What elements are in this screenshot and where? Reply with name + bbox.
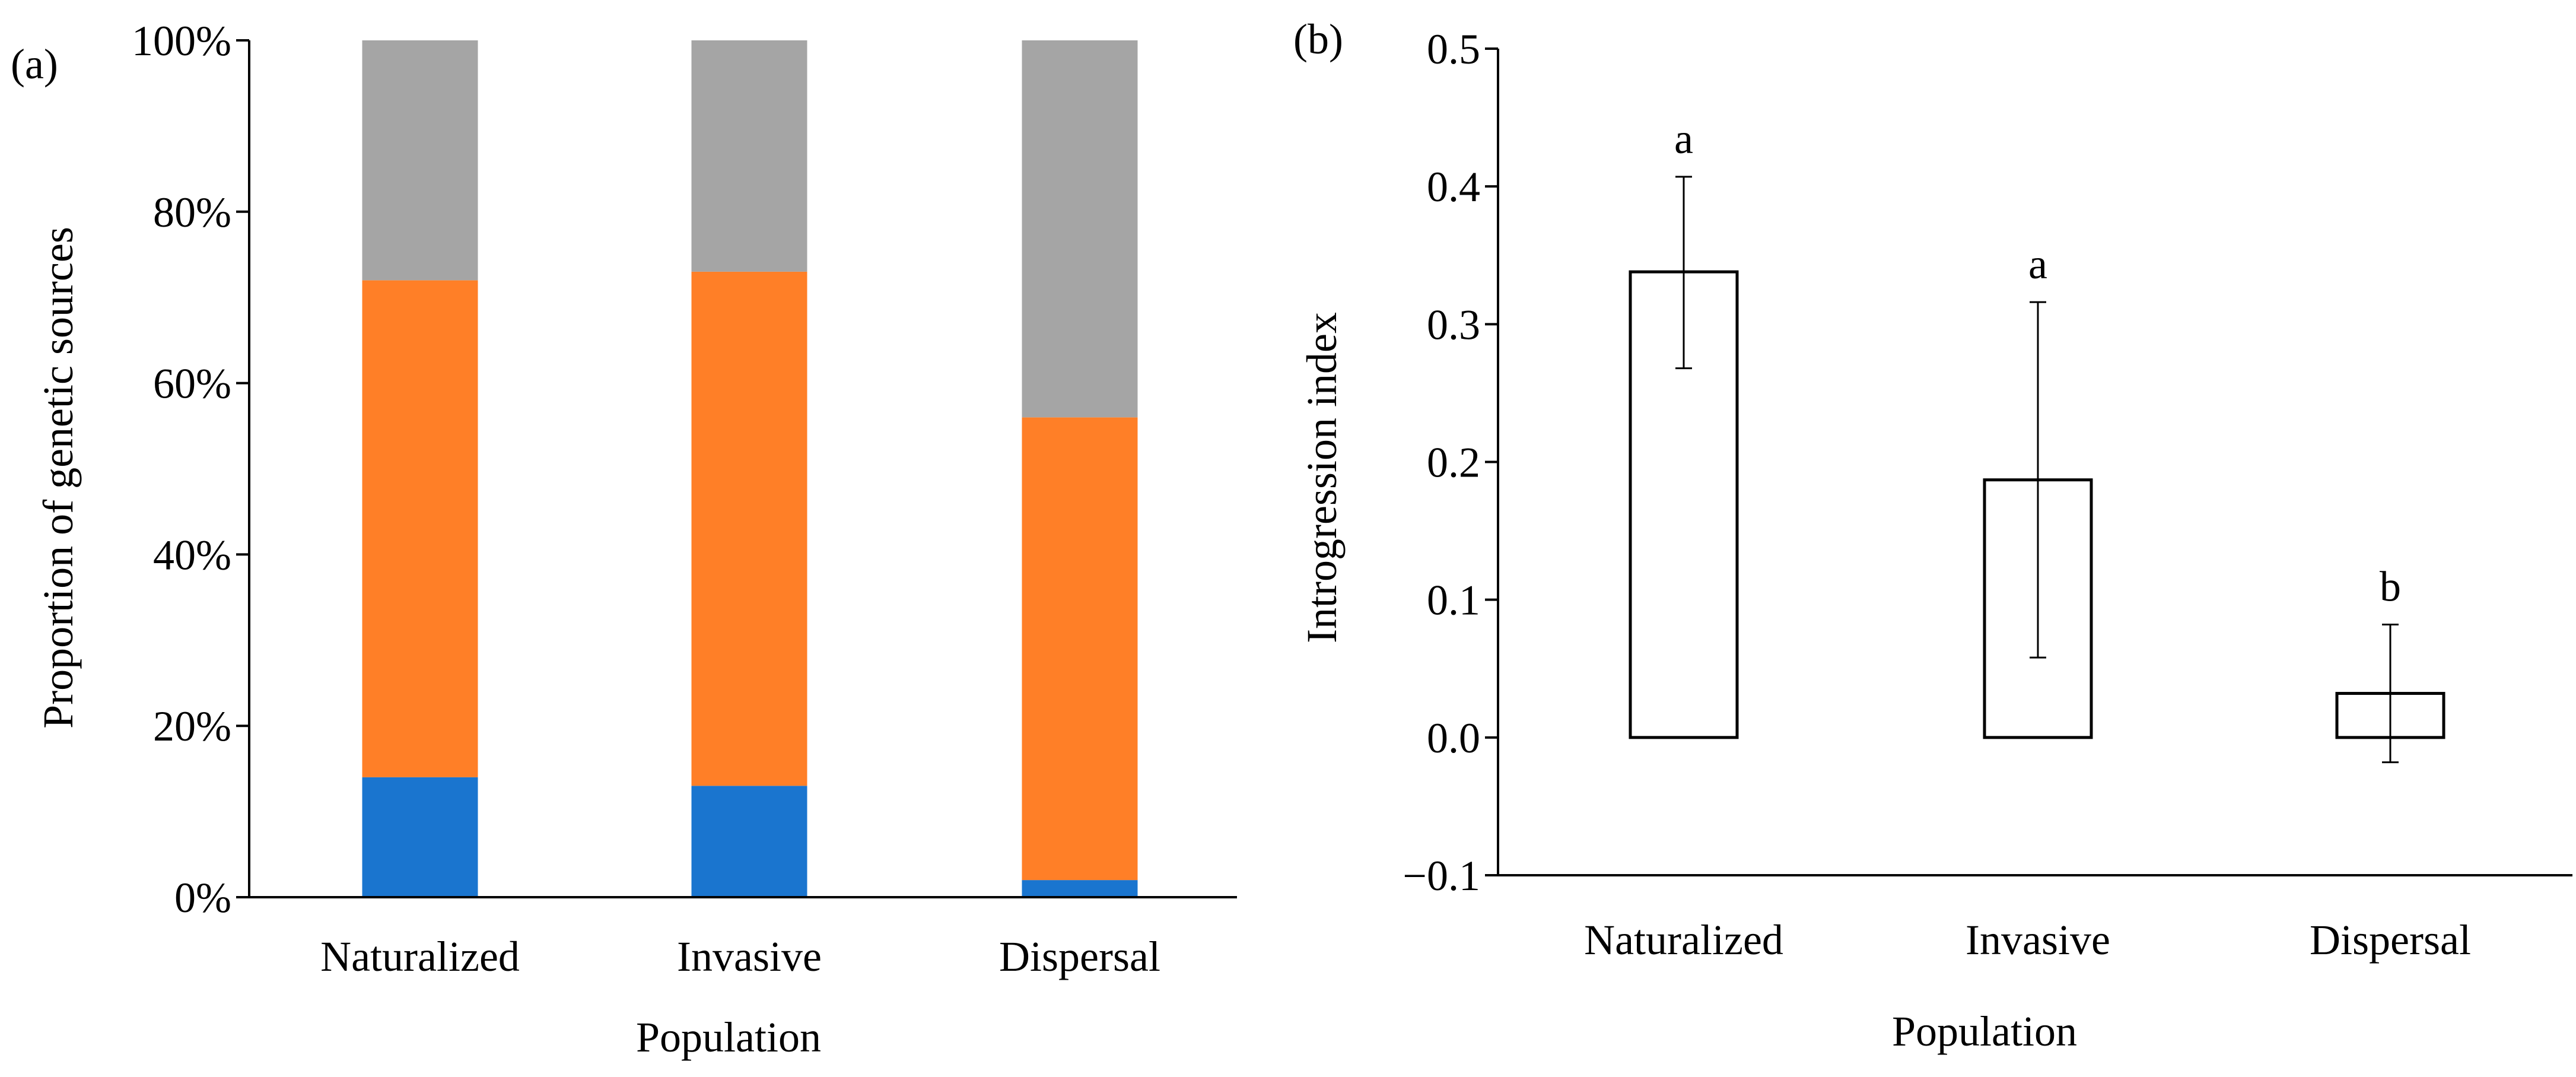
- panel-a-y-tick-label: 80%: [153, 189, 231, 236]
- panel-b-y-ticks: −0.1 0.0 0.1 0.2 0.3 0.4 0.5: [1403, 26, 1498, 900]
- panel-a-category-label: Dispersal: [999, 933, 1160, 980]
- panel-a-y-tick-label: 100%: [132, 17, 231, 65]
- panel-b-significance-letter: a: [1674, 115, 1693, 163]
- panel-b-y-tick-label: 0.1: [1427, 577, 1480, 624]
- panel-a-y-tick-label: 0%: [174, 874, 231, 922]
- panel-a-bars: [362, 40, 1138, 897]
- panel-a-y-axis-title: Proportion of genetic sources: [34, 227, 82, 729]
- panel-b-significance-letter: a: [2028, 240, 2047, 288]
- panel-a-bar-segment-gray: [362, 40, 478, 281]
- panel-b-y-tick-label: 0.5: [1427, 26, 1480, 73]
- panel-a-stacked-bar-chart: (a) Proportion of genetic sources Popula…: [11, 17, 1237, 1061]
- panel-a-y-tick-label: 40%: [153, 531, 231, 579]
- panel-a-bar-segment-orange: [1022, 417, 1138, 881]
- panel-a-bar-segment-gray: [691, 40, 807, 272]
- panel-a-y-tick-label: 60%: [153, 360, 231, 408]
- panel-a-bar-segment-blue: [691, 786, 807, 897]
- panel-a-bar-segment-orange: [362, 280, 478, 777]
- panel-a-category-labels: Naturalized Invasive Dispersal: [320, 933, 1160, 980]
- panel-a-x-axis-title: Population: [636, 1014, 821, 1061]
- panel-b-category-label: Invasive: [1966, 916, 2110, 964]
- panel-b-y-tick-label: 0.0: [1427, 714, 1480, 762]
- panel-b-y-tick-label: −0.1: [1403, 852, 1480, 900]
- panel-a-category-label: Naturalized: [320, 933, 520, 980]
- panel-b-label: (b): [1293, 15, 1343, 63]
- panel-b-significance-letter: b: [2380, 563, 2401, 610]
- panel-b-bars: a a b: [1629, 115, 2445, 764]
- panel-a-bar-segment-orange: [691, 271, 807, 786]
- panel-a-y-tick-label: 20%: [153, 703, 231, 750]
- panel-b-y-tick-label: 0.3: [1427, 301, 1480, 348]
- panel-b-y-tick-label: 0.2: [1427, 439, 1480, 487]
- panel-b-category-labels: Naturalized Invasive Dispersal: [1584, 916, 2471, 964]
- panel-a-category-label: Invasive: [677, 933, 822, 980]
- panel-b-x-axis-title: Population: [1892, 1008, 2077, 1055]
- panel-a-bar-segment-blue: [1022, 880, 1138, 897]
- panel-b-y-axis-title: Introgression index: [1298, 312, 1346, 643]
- panel-b-category-label: Naturalized: [1584, 916, 1783, 964]
- panel-b-y-tick-label: 0.4: [1427, 163, 1480, 211]
- panel-a-label: (a): [11, 40, 58, 88]
- panel-a-bar-segment-blue: [362, 777, 478, 897]
- panel-a-bar-segment-gray: [1022, 40, 1138, 418]
- panel-a-y-ticks: 0% 20% 40% 60% 80% 100%: [132, 17, 249, 922]
- panel-b-category-label: Dispersal: [2310, 916, 2471, 964]
- panel-b-bar-chart: (b) Introgression index Population −0.1 0…: [1293, 15, 2572, 1055]
